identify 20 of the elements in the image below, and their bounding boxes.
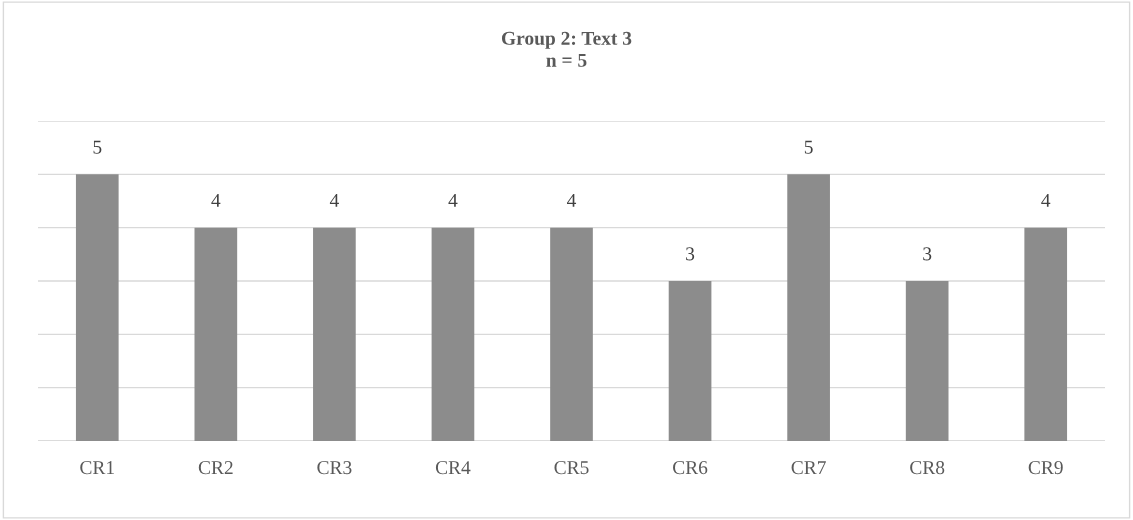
x-tick-label: CR2: [198, 461, 233, 475]
x-tick-label: CR1: [80, 461, 114, 475]
chart-subtitle: n = 5: [546, 53, 587, 67]
chart-title: Group 2: Text 3: [501, 31, 632, 49]
x-tick-label: CR6: [673, 461, 708, 475]
x-tick-label: CR9: [1028, 461, 1063, 475]
x-tick-label: CR8: [910, 461, 945, 475]
data-label: 3: [923, 247, 932, 261]
data-label: 4: [567, 194, 577, 207]
x-tick-label: CR7: [791, 461, 826, 475]
x-tick-label: CR3: [317, 461, 352, 475]
x-tick-label: CR4: [435, 461, 471, 475]
x-tick-label: CR5: [554, 461, 589, 475]
data-label: 4: [1041, 194, 1051, 207]
data-label: 3: [686, 247, 695, 261]
data-label: 4: [211, 194, 221, 207]
data-label: 5: [93, 140, 102, 154]
data-label: 4: [448, 194, 458, 207]
data-label: 4: [329, 194, 339, 207]
data-label: 5: [804, 140, 813, 154]
